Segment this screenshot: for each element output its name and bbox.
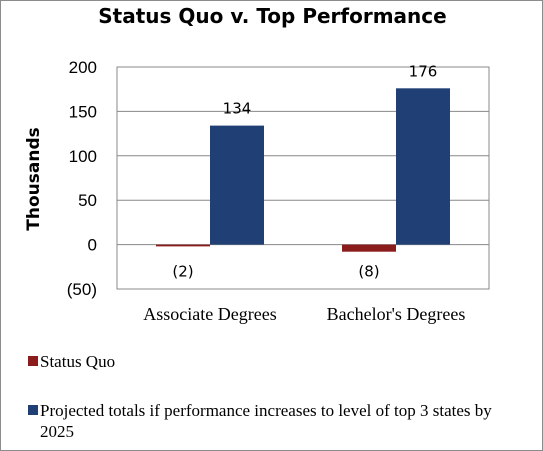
y-tick-label: 0 [88, 236, 97, 255]
data-label: (8) [358, 263, 379, 281]
chart-title: Status Quo v. Top Performance [98, 4, 447, 28]
bar [156, 244, 210, 247]
y-tick-label: 100 [69, 147, 97, 166]
bar [342, 244, 396, 252]
data-label: 176 [409, 62, 438, 80]
y-tick-label: 200 [69, 58, 97, 77]
plot-border [116, 66, 490, 290]
legend-swatch-status-quo [28, 356, 38, 366]
x-tick-label: Associate Degrees [143, 304, 276, 324]
legend-label-status-quo: Status Quo [40, 352, 116, 371]
legend-item-projected: Projected totals if performance increase… [28, 400, 528, 442]
legend-item-status-quo: Status Quo [28, 351, 528, 372]
y-tick-label: (50) [67, 280, 97, 299]
bar [210, 125, 264, 245]
data-label: 134 [223, 100, 252, 118]
legend-label-projected: Projected totals if performance increase… [40, 401, 492, 441]
data-label: (2) [172, 263, 193, 281]
bar [396, 88, 450, 245]
y-tick-label: 150 [69, 102, 97, 121]
x-tick-label: Bachelor's Degrees [327, 304, 466, 324]
y-tick-label: 50 [78, 191, 97, 210]
legend-swatch-projected [28, 405, 38, 415]
